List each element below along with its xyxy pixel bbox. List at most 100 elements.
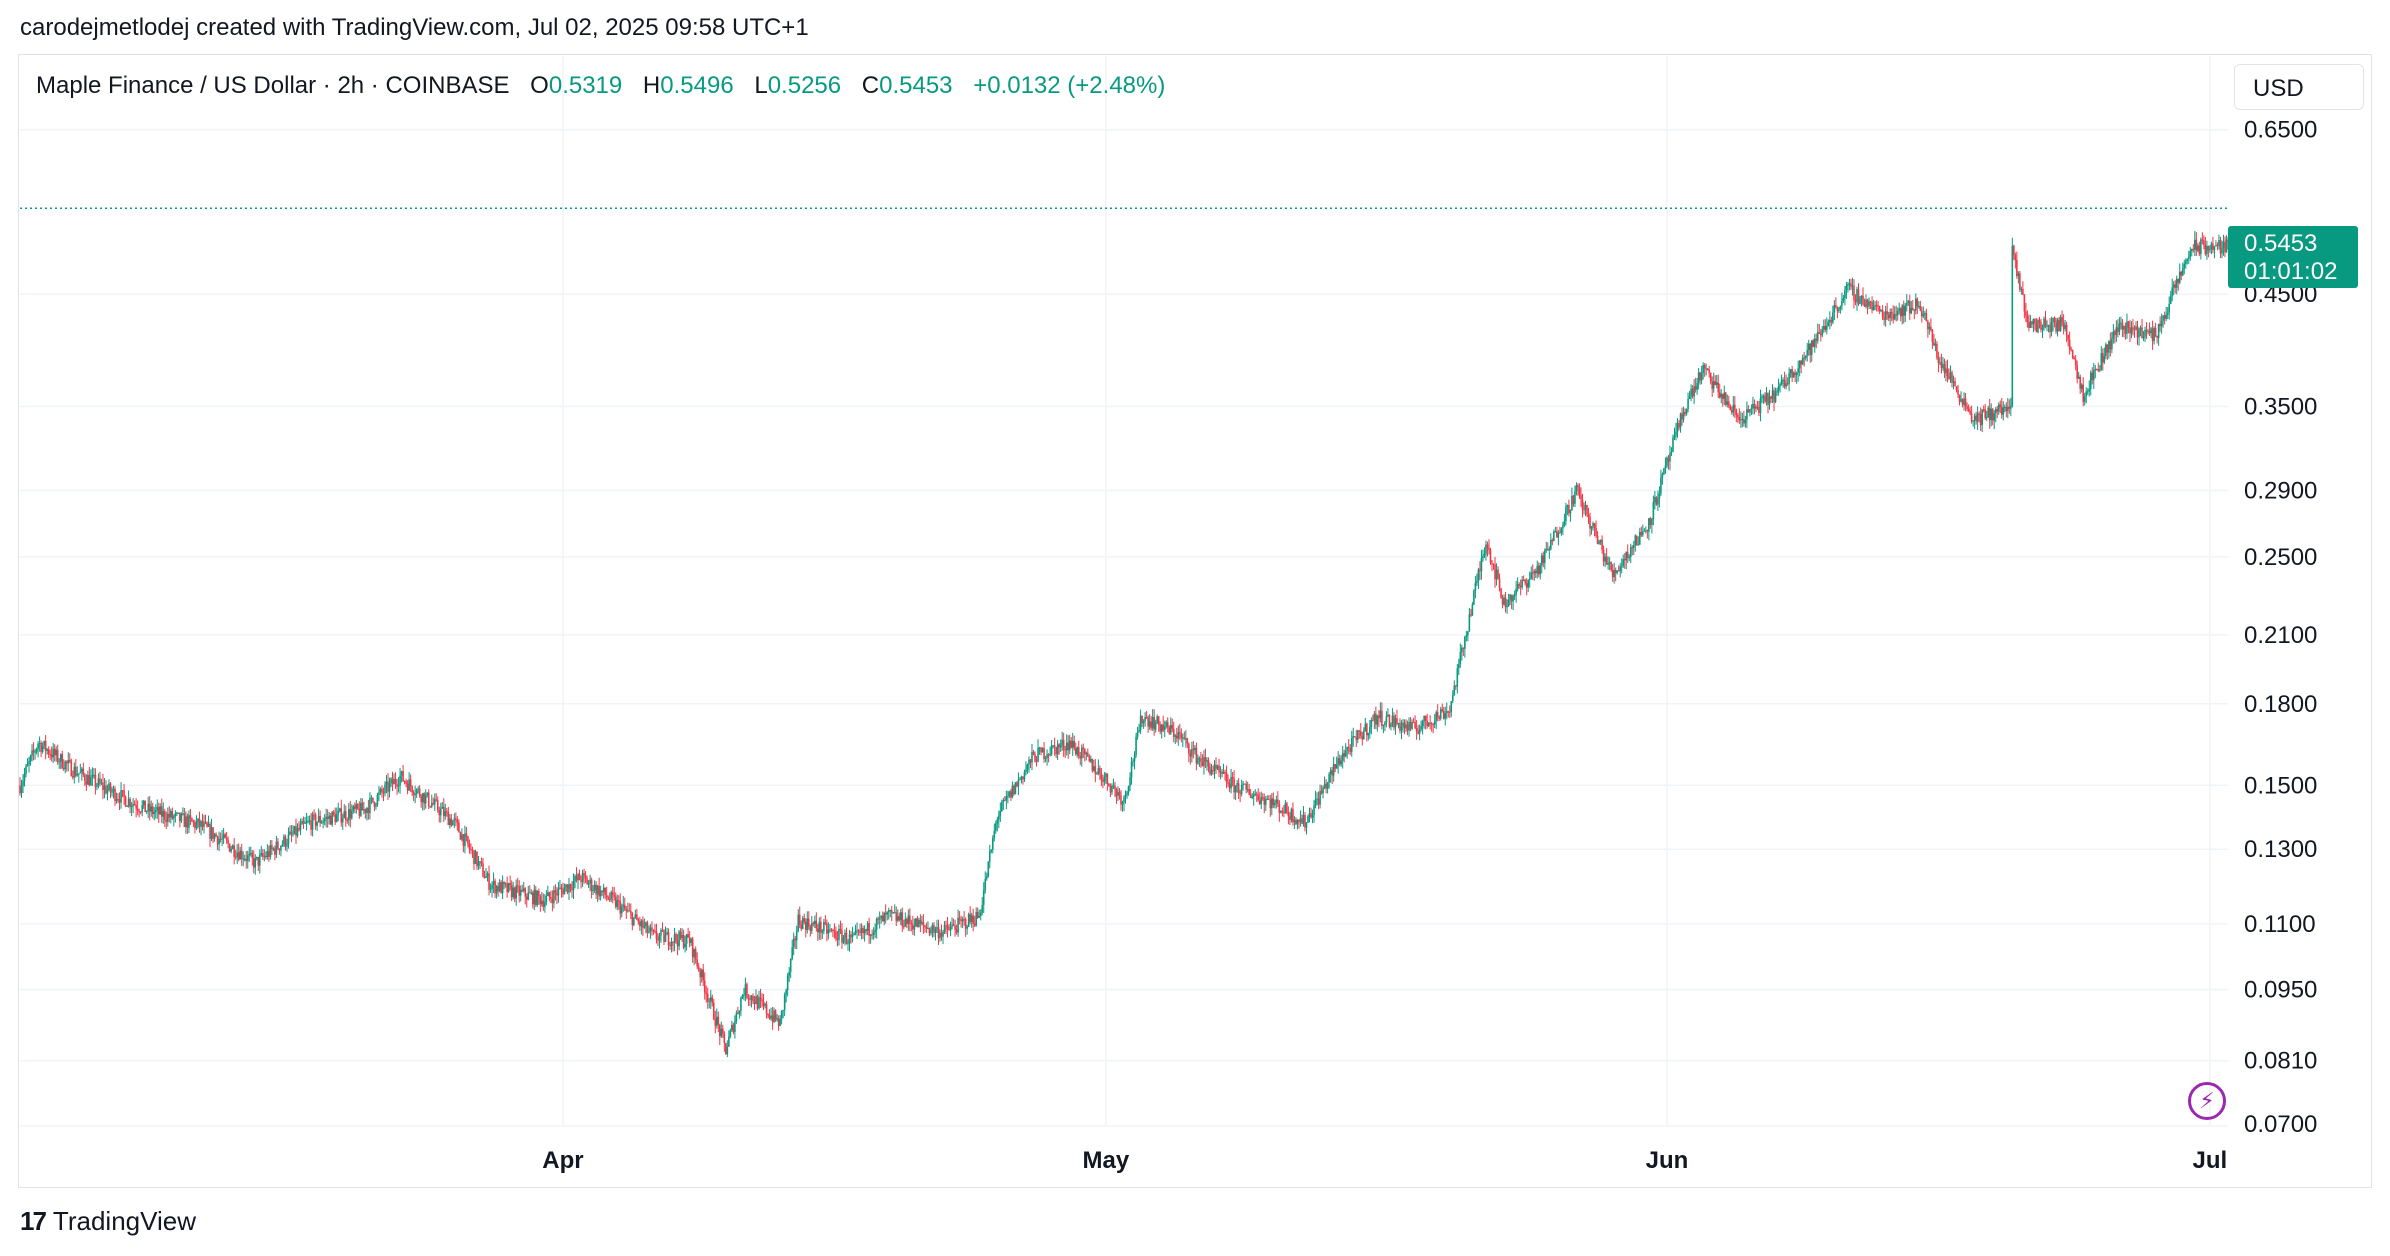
candle	[1572, 494, 1575, 507]
candle	[551, 890, 554, 912]
candle	[2076, 360, 2078, 384]
candle	[939, 929, 941, 942]
candle	[1534, 568, 1537, 578]
candle	[1993, 410, 1996, 430]
candle	[1833, 300, 1836, 321]
candle	[1562, 521, 1564, 536]
candle	[1955, 386, 1958, 393]
tradingview-logo[interactable]: 17 TradingView	[20, 1206, 196, 1237]
candle	[1260, 791, 1263, 810]
candle	[1972, 420, 1974, 427]
candle	[1827, 319, 1830, 327]
candle	[583, 868, 585, 884]
candle	[1159, 721, 1161, 735]
candle	[1091, 758, 1094, 773]
candle	[1118, 788, 1121, 800]
candle	[430, 794, 433, 809]
candle	[44, 735, 47, 760]
candle	[1634, 534, 1637, 552]
candle	[1709, 372, 1712, 385]
candle	[951, 917, 953, 930]
candle	[144, 800, 146, 812]
candle	[1500, 588, 1502, 599]
candle	[1093, 759, 1095, 772]
candle	[1349, 743, 1352, 756]
chart-frame[interactable]	[18, 54, 2372, 1188]
candle	[1829, 311, 1831, 330]
candle	[1246, 781, 1249, 793]
time-axis[interactable]: Apr May Jun Jul	[542, 1147, 2227, 1174]
candle	[617, 895, 620, 910]
candle	[634, 909, 637, 919]
candle	[1234, 785, 1237, 801]
symbol-title[interactable]: Maple Finance / US Dollar · 2h · COINBAS…	[36, 72, 510, 99]
candle	[535, 885, 537, 907]
candle	[1685, 408, 1688, 416]
candle	[1381, 702, 1383, 730]
candle	[1102, 774, 1104, 789]
candle	[518, 880, 521, 903]
candle	[651, 921, 653, 936]
candle	[334, 807, 337, 825]
candle	[1703, 362, 1706, 377]
candle	[1652, 495, 1655, 526]
candle	[203, 815, 205, 834]
candle	[866, 920, 869, 936]
candle	[249, 846, 252, 857]
candle	[1872, 299, 1875, 311]
open-value: 0.5319	[548, 72, 623, 99]
candle	[453, 813, 456, 829]
candle	[2165, 306, 2167, 322]
candle	[84, 772, 86, 787]
candle	[87, 770, 89, 785]
candle	[1850, 278, 1852, 291]
candle	[2109, 332, 2112, 357]
candle	[32, 742, 35, 761]
candle	[602, 883, 605, 899]
candle	[640, 919, 643, 935]
candle	[960, 915, 962, 928]
candle	[1571, 487, 1573, 511]
candle	[1412, 717, 1415, 723]
candle	[1626, 544, 1629, 564]
candle	[1369, 720, 1371, 739]
candle	[608, 892, 611, 903]
candle	[1560, 527, 1563, 536]
candle	[1590, 525, 1593, 535]
candle	[995, 820, 997, 834]
candle	[37, 741, 39, 758]
candle	[1494, 556, 1496, 588]
lightning-bolt-icon[interactable]: ⚡	[2188, 1082, 2226, 1120]
candle	[1543, 548, 1546, 570]
candle	[740, 996, 742, 1017]
candle	[1326, 781, 1329, 794]
candle	[792, 932, 795, 956]
candle	[432, 797, 435, 806]
candle	[174, 810, 177, 823]
candle	[1489, 547, 1492, 565]
price-axis[interactable]: 0.65000.45000.35000.29000.25000.21000.18…	[2244, 117, 2317, 1138]
candle	[785, 988, 787, 1003]
candle	[1669, 445, 1671, 471]
candle	[1771, 384, 1774, 404]
candle	[455, 812, 457, 827]
candle	[1797, 360, 1799, 382]
candle	[1424, 715, 1427, 730]
candle	[1907, 299, 1910, 306]
candle	[489, 883, 492, 893]
candle	[121, 789, 124, 798]
candle	[1753, 399, 1756, 415]
candle	[1417, 724, 1419, 735]
candle	[1194, 745, 1196, 755]
candle	[376, 792, 379, 807]
candle	[2105, 342, 2107, 360]
candle	[512, 881, 514, 900]
candle	[314, 812, 317, 830]
candle	[1367, 732, 1370, 741]
candle	[735, 1010, 738, 1024]
candle	[1346, 746, 1349, 759]
candle	[1100, 767, 1103, 787]
candle	[1694, 377, 1697, 393]
currency-button[interactable]: USD	[2234, 64, 2364, 110]
